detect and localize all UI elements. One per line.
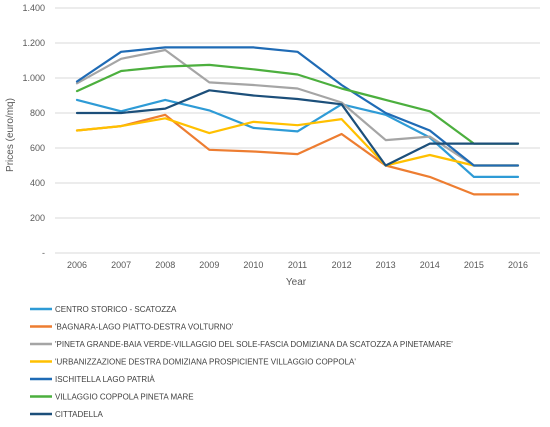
x-tick-label: 2012 [332, 260, 352, 270]
y-tick-label: 1.400 [22, 3, 45, 13]
y-tick-label: 1.200 [22, 38, 45, 48]
legend-entry: 'PINETA GRANDE-BAIA VERDE-VILLAGGIO DEL … [55, 340, 453, 349]
y-tick-label: - [42, 248, 45, 258]
legend-entry: 'BAGNARA-LAGO PIATTO-DESTRA VOLTURNO' [55, 323, 234, 332]
legend-entry: ISCHITELLA LAGO PATRIÀ [55, 375, 155, 384]
y-tick-label: 200 [30, 213, 45, 223]
legend-entry: CENTRO STORICO - SCATOZZA [55, 305, 177, 314]
legend-entry: CITTADELLA [55, 410, 104, 419]
legend: CENTRO STORICO - SCATOZZA 'BAGNARA-LAGO P… [30, 305, 453, 419]
series-line-7 [75, 89, 520, 167]
y-tick-label: 800 [30, 108, 45, 118]
y-tick-label: 600 [30, 143, 45, 153]
series-line-2 [75, 113, 520, 196]
x-tick-label: 2015 [464, 260, 484, 270]
series-line-5 [75, 46, 520, 167]
x-axis-ticks: 2006 2007 2008 2009 2010 2011 2012 2013 2014 2015… [67, 260, 528, 270]
x-tick-label: 2009 [199, 260, 219, 270]
x-tick-label: 2006 [67, 260, 87, 270]
x-tick-label: 2014 [420, 260, 440, 270]
series-line-4 [75, 117, 520, 167]
x-tick-label: 2008 [155, 260, 175, 270]
series-line-6 [75, 63, 520, 145]
legend-entry: 'URBANIZZAZIONE DESTRA DOMIZIANA PROSPIC… [55, 358, 356, 367]
x-tick-label: 2010 [243, 260, 263, 270]
y-tick-label: 1.000 [22, 73, 45, 83]
x-tick-label: 2013 [376, 260, 396, 270]
x-tick-label: 2016 [508, 260, 528, 270]
series-line-3 [75, 48, 520, 167]
x-tick-label: 2007 [111, 260, 131, 270]
y-axis-title: Prices (euro/mq) [5, 98, 16, 172]
legend-entry: VILLAGGIO COPPOLA PINETA MARE [55, 393, 194, 402]
gridlines [55, 7, 540, 254]
x-tick-label: 2011 [288, 260, 307, 270]
series-lines [75, 46, 520, 196]
series-line-1 [75, 98, 520, 178]
y-tick-label: 400 [30, 178, 45, 188]
y-axis-ticks: - 200 400 600 800 1.000 1.200 1.400 [22, 3, 45, 258]
x-axis-title: Year [286, 277, 307, 288]
